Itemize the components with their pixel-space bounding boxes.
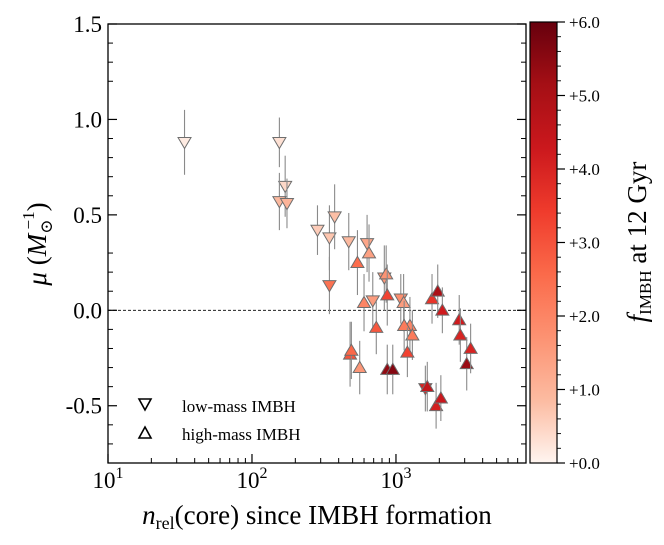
x-tick-label: 103 <box>380 465 411 493</box>
high-mass-point <box>379 264 395 326</box>
point-marker <box>396 295 411 309</box>
point-marker <box>434 303 450 316</box>
high-mass-point <box>419 361 435 412</box>
plot-area: 101 102 103 1.5 1.0 0.5 0.0 -0.5 low-mass IMBH… <box>66 12 527 493</box>
point-marker <box>343 343 359 356</box>
point-marker <box>451 312 467 326</box>
point-marker <box>361 245 377 259</box>
high-mass-point <box>368 300 384 355</box>
legend-label-high-mass: high-mass IMBH <box>182 425 301 444</box>
colorbar-tick-label: +5.0 <box>569 87 600 106</box>
colorbar-tick-label: +1.0 <box>569 381 600 400</box>
x-axis-label: nrel(core) since IMBH formation <box>142 500 492 533</box>
high-mass-point <box>434 287 450 334</box>
svg-text:nrel(core) since IMBH formatio: nrel(core) since IMBH formation <box>142 500 492 533</box>
high-mass-point <box>343 321 359 380</box>
low-mass-point <box>327 184 343 250</box>
low-mass-point <box>177 109 192 175</box>
y-axis-ticks: 1.5 1.0 0.5 0.0 -0.5 <box>66 12 526 445</box>
colorbar-tick-label: +2.0 <box>569 307 600 326</box>
low-mass-point <box>310 205 325 255</box>
colorbar-ticks: +0.0 +1.0 +2.0 +3.0 +4.0 +5.0 +6.0 <box>557 13 600 473</box>
y-tick-label: 0.0 <box>73 298 102 323</box>
colorbar-tick-label: +4.0 <box>569 160 600 179</box>
y-tick-label: -0.5 <box>66 394 102 419</box>
point-marker <box>327 211 343 224</box>
x-tick-label: 102 <box>236 465 267 493</box>
low-mass-point <box>272 117 287 168</box>
x-axis-ticks: 101 102 103 <box>93 454 527 493</box>
point-marker <box>356 295 372 309</box>
point-marker <box>430 284 446 297</box>
high-mass-point <box>459 337 475 391</box>
point-marker <box>385 362 401 375</box>
high-mass-point <box>352 340 368 395</box>
y-tick-label: 0.5 <box>73 203 102 228</box>
colorbar-gradient <box>529 21 558 464</box>
low-mass-point <box>359 214 375 273</box>
colorbar-tick-label: +6.0 <box>569 13 600 32</box>
point-marker <box>322 232 337 245</box>
point-marker <box>279 198 295 211</box>
high-mass-point <box>356 274 372 332</box>
point-marker <box>452 327 468 341</box>
legend: low-mass IMBH high-mass IMBH <box>137 397 301 444</box>
colorbar-tick-label: +0.0 <box>569 454 600 473</box>
point-marker <box>177 136 192 150</box>
high-mass-point <box>399 327 415 378</box>
point-marker <box>368 320 384 333</box>
colorbar-label: fIMBH at 12 Gyr <box>622 162 655 323</box>
point-marker <box>433 390 449 404</box>
point-marker <box>359 238 375 251</box>
point-marker <box>322 280 337 293</box>
data-points <box>177 109 479 429</box>
point-marker <box>399 345 415 358</box>
point-marker <box>310 224 325 238</box>
legend-label-low-mass: low-mass IMBH <box>182 397 296 416</box>
point-marker <box>272 136 287 150</box>
high-mass-point <box>424 274 440 324</box>
x-tick-label: 101 <box>93 465 124 493</box>
svg-text:μ (M⊙−1): μ (M⊙−1) <box>19 202 56 286</box>
point-marker <box>424 291 440 305</box>
y-tick-label: 1.0 <box>73 107 102 132</box>
high-mass-point <box>361 224 377 282</box>
point-marker <box>428 398 444 412</box>
low-mass-point <box>279 178 295 229</box>
point-marker <box>350 255 365 268</box>
point-marker <box>341 236 357 249</box>
high-mass-point <box>350 230 365 296</box>
colorbar-tick-label: +3.0 <box>569 234 600 253</box>
point-marker <box>277 180 293 194</box>
point-marker <box>378 266 394 280</box>
point-marker <box>463 341 479 354</box>
high-mass-point <box>430 264 446 318</box>
point-marker <box>419 379 435 393</box>
low-mass-point <box>322 256 337 315</box>
high-mass-point <box>385 344 401 395</box>
low-mass-point <box>341 212 357 271</box>
high-mass-point <box>405 310 420 360</box>
svg-text:fIMBH at 12 Gyr: fIMBH at 12 Gyr <box>622 162 655 323</box>
point-marker <box>379 287 395 301</box>
y-tick-label: 1.5 <box>73 12 102 37</box>
y-axis-label: μ (M⊙−1) <box>19 202 56 286</box>
point-marker <box>352 360 368 373</box>
high-mass-point <box>433 375 449 422</box>
high-mass-point <box>452 308 468 362</box>
high-mass-point <box>428 382 444 429</box>
point-marker <box>459 356 475 370</box>
legend-marker-down-triangle <box>137 398 153 412</box>
legend-marker-up-triangle <box>137 425 153 439</box>
point-marker <box>405 327 420 341</box>
colorbar: +0.0 +1.0 +2.0 +3.0 +4.0 +5.0 +6.0 fIMBH at 12… <box>529 13 655 473</box>
high-mass-point <box>463 323 479 374</box>
